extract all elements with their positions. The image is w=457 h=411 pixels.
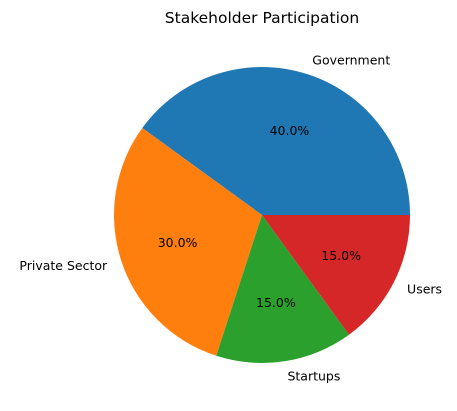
category-label-users: Users: [407, 281, 442, 296]
percent-label-users: 15.0%: [321, 248, 361, 263]
percent-labels: 40.0% 30.0% 15.0% 15.0%: [158, 123, 361, 310]
percent-label-private-sector: 30.0%: [158, 235, 198, 250]
category-label-private-sector: Private Sector: [19, 258, 108, 273]
category-labels: Government Private Sector Startups Users: [19, 53, 442, 384]
percent-label-startups: 15.0%: [256, 295, 296, 310]
pie-slice-private-sector: [114, 128, 262, 356]
category-label-government: Government: [312, 53, 390, 68]
pie-slice-users: [262, 215, 410, 335]
category-label-startups: Startups: [287, 368, 340, 383]
pie-slice-government: [142, 67, 410, 215]
percent-label-government: 40.0%: [270, 123, 310, 138]
pie-slice-startups: [216, 215, 349, 363]
pie-slices: [114, 67, 410, 363]
chart-title: Stakeholder Participation: [165, 9, 359, 27]
